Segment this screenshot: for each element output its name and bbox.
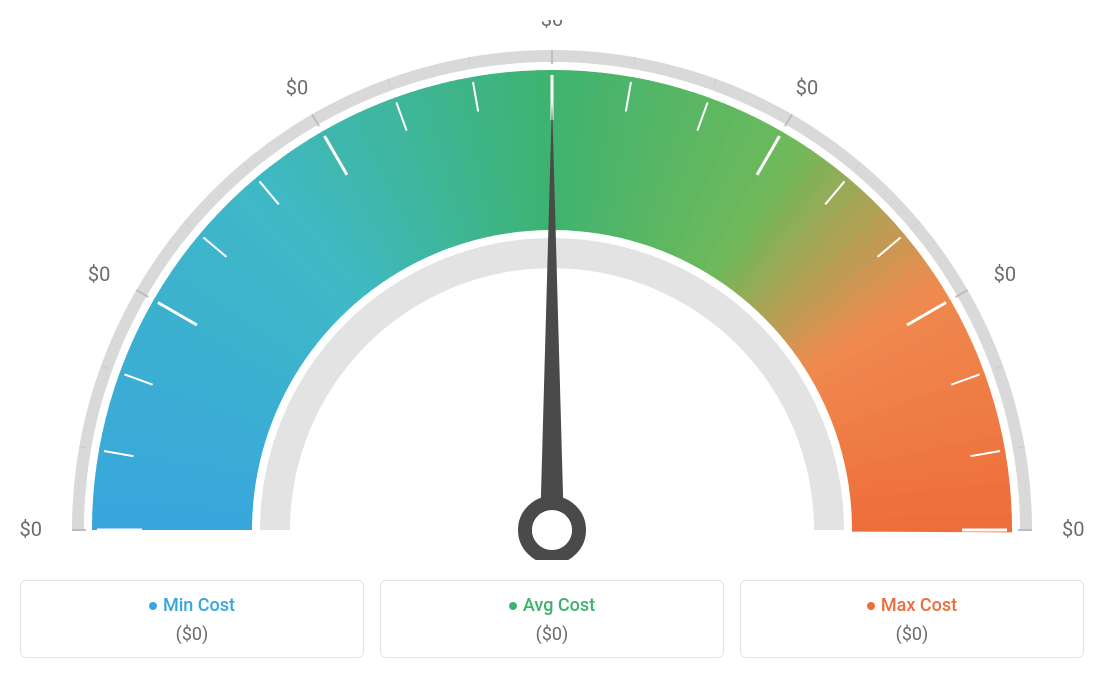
legend-label-text: Min Cost — [163, 595, 235, 616]
legend-card-min: Min Cost ($0) — [20, 580, 364, 658]
gauge-chart: $0 $0 $0 $0 $0 $0 $0 — [20, 20, 1084, 560]
gauge-tick-label: $0 — [994, 262, 1016, 286]
legend-value: ($0) — [31, 624, 353, 645]
legend-row: Min Cost ($0) Avg Cost ($0) Max Cost ($0) — [20, 580, 1084, 658]
gauge-tick-label: $0 — [796, 75, 818, 99]
gauge-tick-label: $0 — [20, 517, 42, 541]
legend-card-max: Max Cost ($0) — [740, 580, 1084, 658]
gauge-tick-label: $0 — [541, 20, 563, 31]
legend-label-text: Max Cost — [881, 595, 957, 616]
legend-label-text: Avg Cost — [523, 595, 595, 616]
legend-value: ($0) — [391, 624, 713, 645]
legend-dot-icon — [149, 602, 157, 610]
legend-label: Max Cost — [751, 595, 1073, 616]
legend-value: ($0) — [751, 624, 1073, 645]
gauge-tick-label: $0 — [88, 262, 110, 286]
gauge-tick-label: $0 — [1062, 517, 1084, 541]
legend-card-avg: Avg Cost ($0) — [380, 580, 724, 658]
legend-dot-icon — [867, 602, 875, 610]
gauge-tick-label: $0 — [286, 75, 308, 99]
legend-label: Min Cost — [31, 595, 353, 616]
gauge-svg: $0 $0 $0 $0 $0 $0 $0 — [20, 20, 1084, 560]
legend-dot-icon — [509, 602, 517, 610]
legend-label: Avg Cost — [391, 595, 713, 616]
